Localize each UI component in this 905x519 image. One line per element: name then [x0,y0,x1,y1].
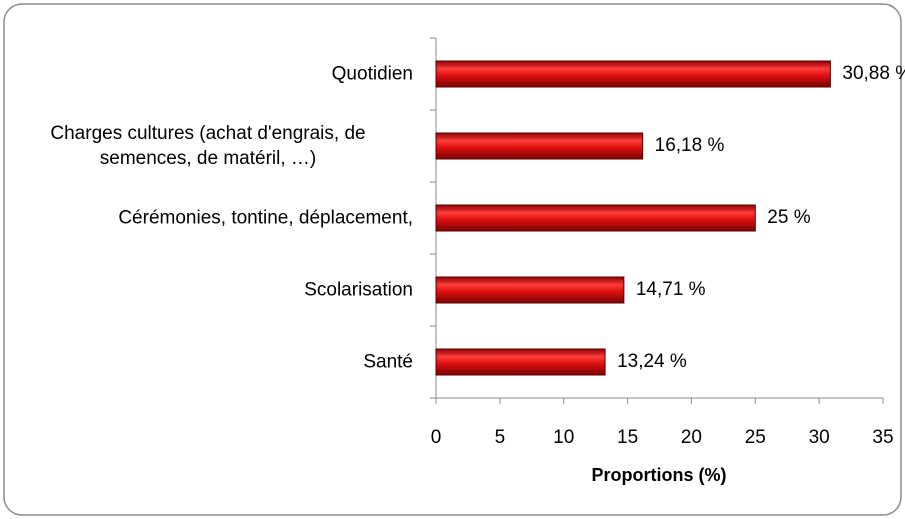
x-tick-label: 10 [553,427,574,448]
x-axis-title: Proportions (%) [592,465,727,485]
y-tick-label-box: Quotidien [3,62,413,87]
chart-border [3,3,902,516]
x-tick-label: 0 [431,427,442,448]
bar [435,60,831,88]
x-tick-label: 20 [681,427,702,448]
x-tick-label: 30 [809,427,830,448]
y-tick-label: Santé [363,351,413,373]
value-label: 30,88 % [842,63,905,84]
y-tick-label: Scolarisation [304,279,413,301]
y-tick-label: Cérémonies, tontine, déplacement, [118,207,413,229]
bar [435,348,606,376]
x-tick-label: 25 [745,427,766,448]
x-tick-label: 15 [617,427,638,448]
bar [435,132,644,160]
value-label: 16,18 % [655,135,725,156]
y-tick-label-box: Cérémonies, tontine, déplacement, [3,206,413,231]
bar [435,204,756,232]
x-tick-label: 5 [495,427,506,448]
y-tick-label-box: Santé [3,350,413,375]
value-label: 14,71 % [636,279,706,300]
value-label: 13,24 % [617,351,687,372]
y-tick-label: Quotidien [331,63,413,85]
x-tick-label: 35 [872,427,893,448]
y-tick-label: Charges cultures (achat d'engrais, de se… [50,123,366,169]
y-tick-label-box: Charges cultures (achat d'engrais, de se… [3,121,413,171]
value-label: 25 % [767,207,810,228]
y-tick-label-box: Scolarisation [3,278,413,303]
bar [435,276,625,304]
